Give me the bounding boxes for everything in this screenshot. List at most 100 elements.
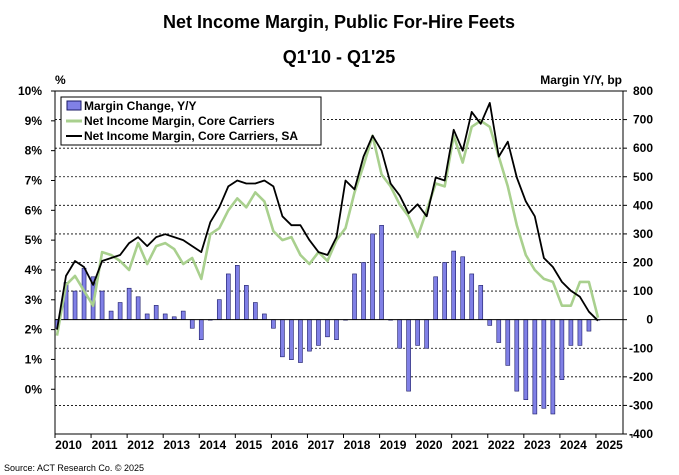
bar (72, 290, 78, 320)
legend-swatch-bar (66, 100, 82, 111)
left-tick-label: 8% (25, 144, 43, 158)
bar (189, 319, 195, 329)
x-tick-label: 2025 (596, 438, 623, 452)
bar (180, 310, 186, 320)
bar (532, 319, 538, 415)
bar (433, 276, 438, 320)
line-series (55, 102, 600, 336)
bar (586, 319, 592, 332)
bar (325, 319, 330, 338)
chart-subtitle: Q1'10 - Q1'25 (283, 47, 396, 67)
bar (370, 233, 375, 320)
x-tick-label: 2018 (344, 438, 371, 452)
bar (99, 290, 105, 320)
bar (406, 319, 411, 392)
right-tick-label: 0 (646, 313, 653, 327)
bar (307, 319, 312, 352)
left-axis-label: % (55, 73, 66, 87)
bar (226, 273, 231, 320)
plot-frame (51, 90, 633, 438)
bar (541, 319, 547, 409)
right-tick-label: 600 (633, 141, 653, 155)
right-axis-ticks: -400 -300 -200 -100 0 100 200 300 400 500 600 700 80… (629, 84, 653, 441)
left-tick-label: 9% (25, 114, 43, 128)
bar (135, 296, 141, 320)
left-tick-label: 0% (25, 382, 43, 396)
bar (577, 319, 583, 346)
bar (244, 285, 249, 320)
bar (216, 299, 222, 320)
left-tick-label: 10% (18, 84, 42, 98)
bar (451, 250, 456, 320)
x-tick-label: 2022 (488, 438, 515, 452)
right-tick-label: -200 (629, 370, 653, 384)
legend-label-bar: Margin Change, Y/Y (84, 99, 196, 113)
bar (280, 319, 285, 358)
left-tick-label: 7% (25, 173, 43, 187)
x-tick-label: 2015 (235, 438, 262, 452)
bar (253, 302, 258, 320)
left-axis-ticks: 0% 1% 2% 3% 4% 5% 6% 7% 8% 9% 10% (18, 84, 42, 396)
gridlines (55, 119, 623, 406)
right-tick-label: -300 (629, 398, 653, 412)
bar (415, 319, 420, 346)
bar (514, 319, 520, 392)
right-tick-label: 500 (633, 170, 653, 184)
right-tick-label: 300 (633, 227, 653, 241)
bar (271, 319, 276, 329)
x-tick-label: 2019 (380, 438, 407, 452)
legend-label-sa: Net Income Margin, Core Carriers, SA (84, 129, 298, 143)
x-tick-label: 2013 (163, 438, 190, 452)
line-net-income-margin-sa (56, 102, 599, 330)
x-tick-label: 2014 (199, 438, 226, 452)
bar (108, 310, 114, 320)
bar (198, 319, 204, 340)
bar (523, 319, 529, 400)
bar (361, 262, 366, 320)
x-tick-label: 2016 (272, 438, 299, 452)
bar (550, 319, 556, 415)
source-note: Source: ACT Research Co. © 2025 (4, 463, 144, 473)
bar (298, 319, 303, 363)
bar (144, 313, 150, 320)
left-tick-label: 1% (25, 352, 43, 366)
x-axis-ticks: 2010 2011 2012 2013 2014 2015 2016 2017 2018 2019… (55, 438, 623, 452)
bar (316, 319, 321, 346)
x-tick-label: 2011 (92, 438, 118, 452)
x-tick-label: 2024 (560, 438, 587, 452)
bar (424, 319, 429, 349)
left-tick-label: 2% (25, 323, 43, 337)
bar (496, 319, 502, 343)
right-tick-label: 400 (633, 198, 653, 212)
bar (352, 273, 357, 320)
right-tick-label: -100 (629, 341, 653, 355)
bar (153, 305, 159, 320)
chart-title: Net Income Margin, Public For-Hire Feets (163, 12, 515, 32)
x-tick-label: 2010 (55, 438, 82, 452)
x-tick-label: 2020 (416, 438, 443, 452)
legend-label-raw: Net Income Margin, Core Carriers (84, 114, 275, 128)
bar (460, 256, 466, 320)
bar (262, 313, 267, 320)
legend-box (60, 96, 322, 146)
bar (559, 319, 565, 380)
right-tick-label: 200 (633, 256, 653, 270)
bar (478, 285, 484, 320)
bar (379, 225, 384, 320)
bar (334, 319, 339, 340)
left-tick-label: 5% (25, 233, 43, 247)
x-tick-label: 2012 (127, 438, 154, 452)
bar (397, 319, 402, 349)
left-tick-label: 6% (25, 203, 43, 217)
bar (162, 313, 168, 320)
bar (126, 287, 132, 320)
right-tick-label: 800 (633, 84, 653, 98)
x-tick-label: 2017 (308, 438, 335, 452)
bar (117, 302, 123, 320)
bar (505, 319, 511, 366)
bar (568, 319, 574, 346)
bar (469, 273, 475, 320)
bar (487, 319, 493, 326)
left-tick-label: 4% (25, 263, 43, 277)
